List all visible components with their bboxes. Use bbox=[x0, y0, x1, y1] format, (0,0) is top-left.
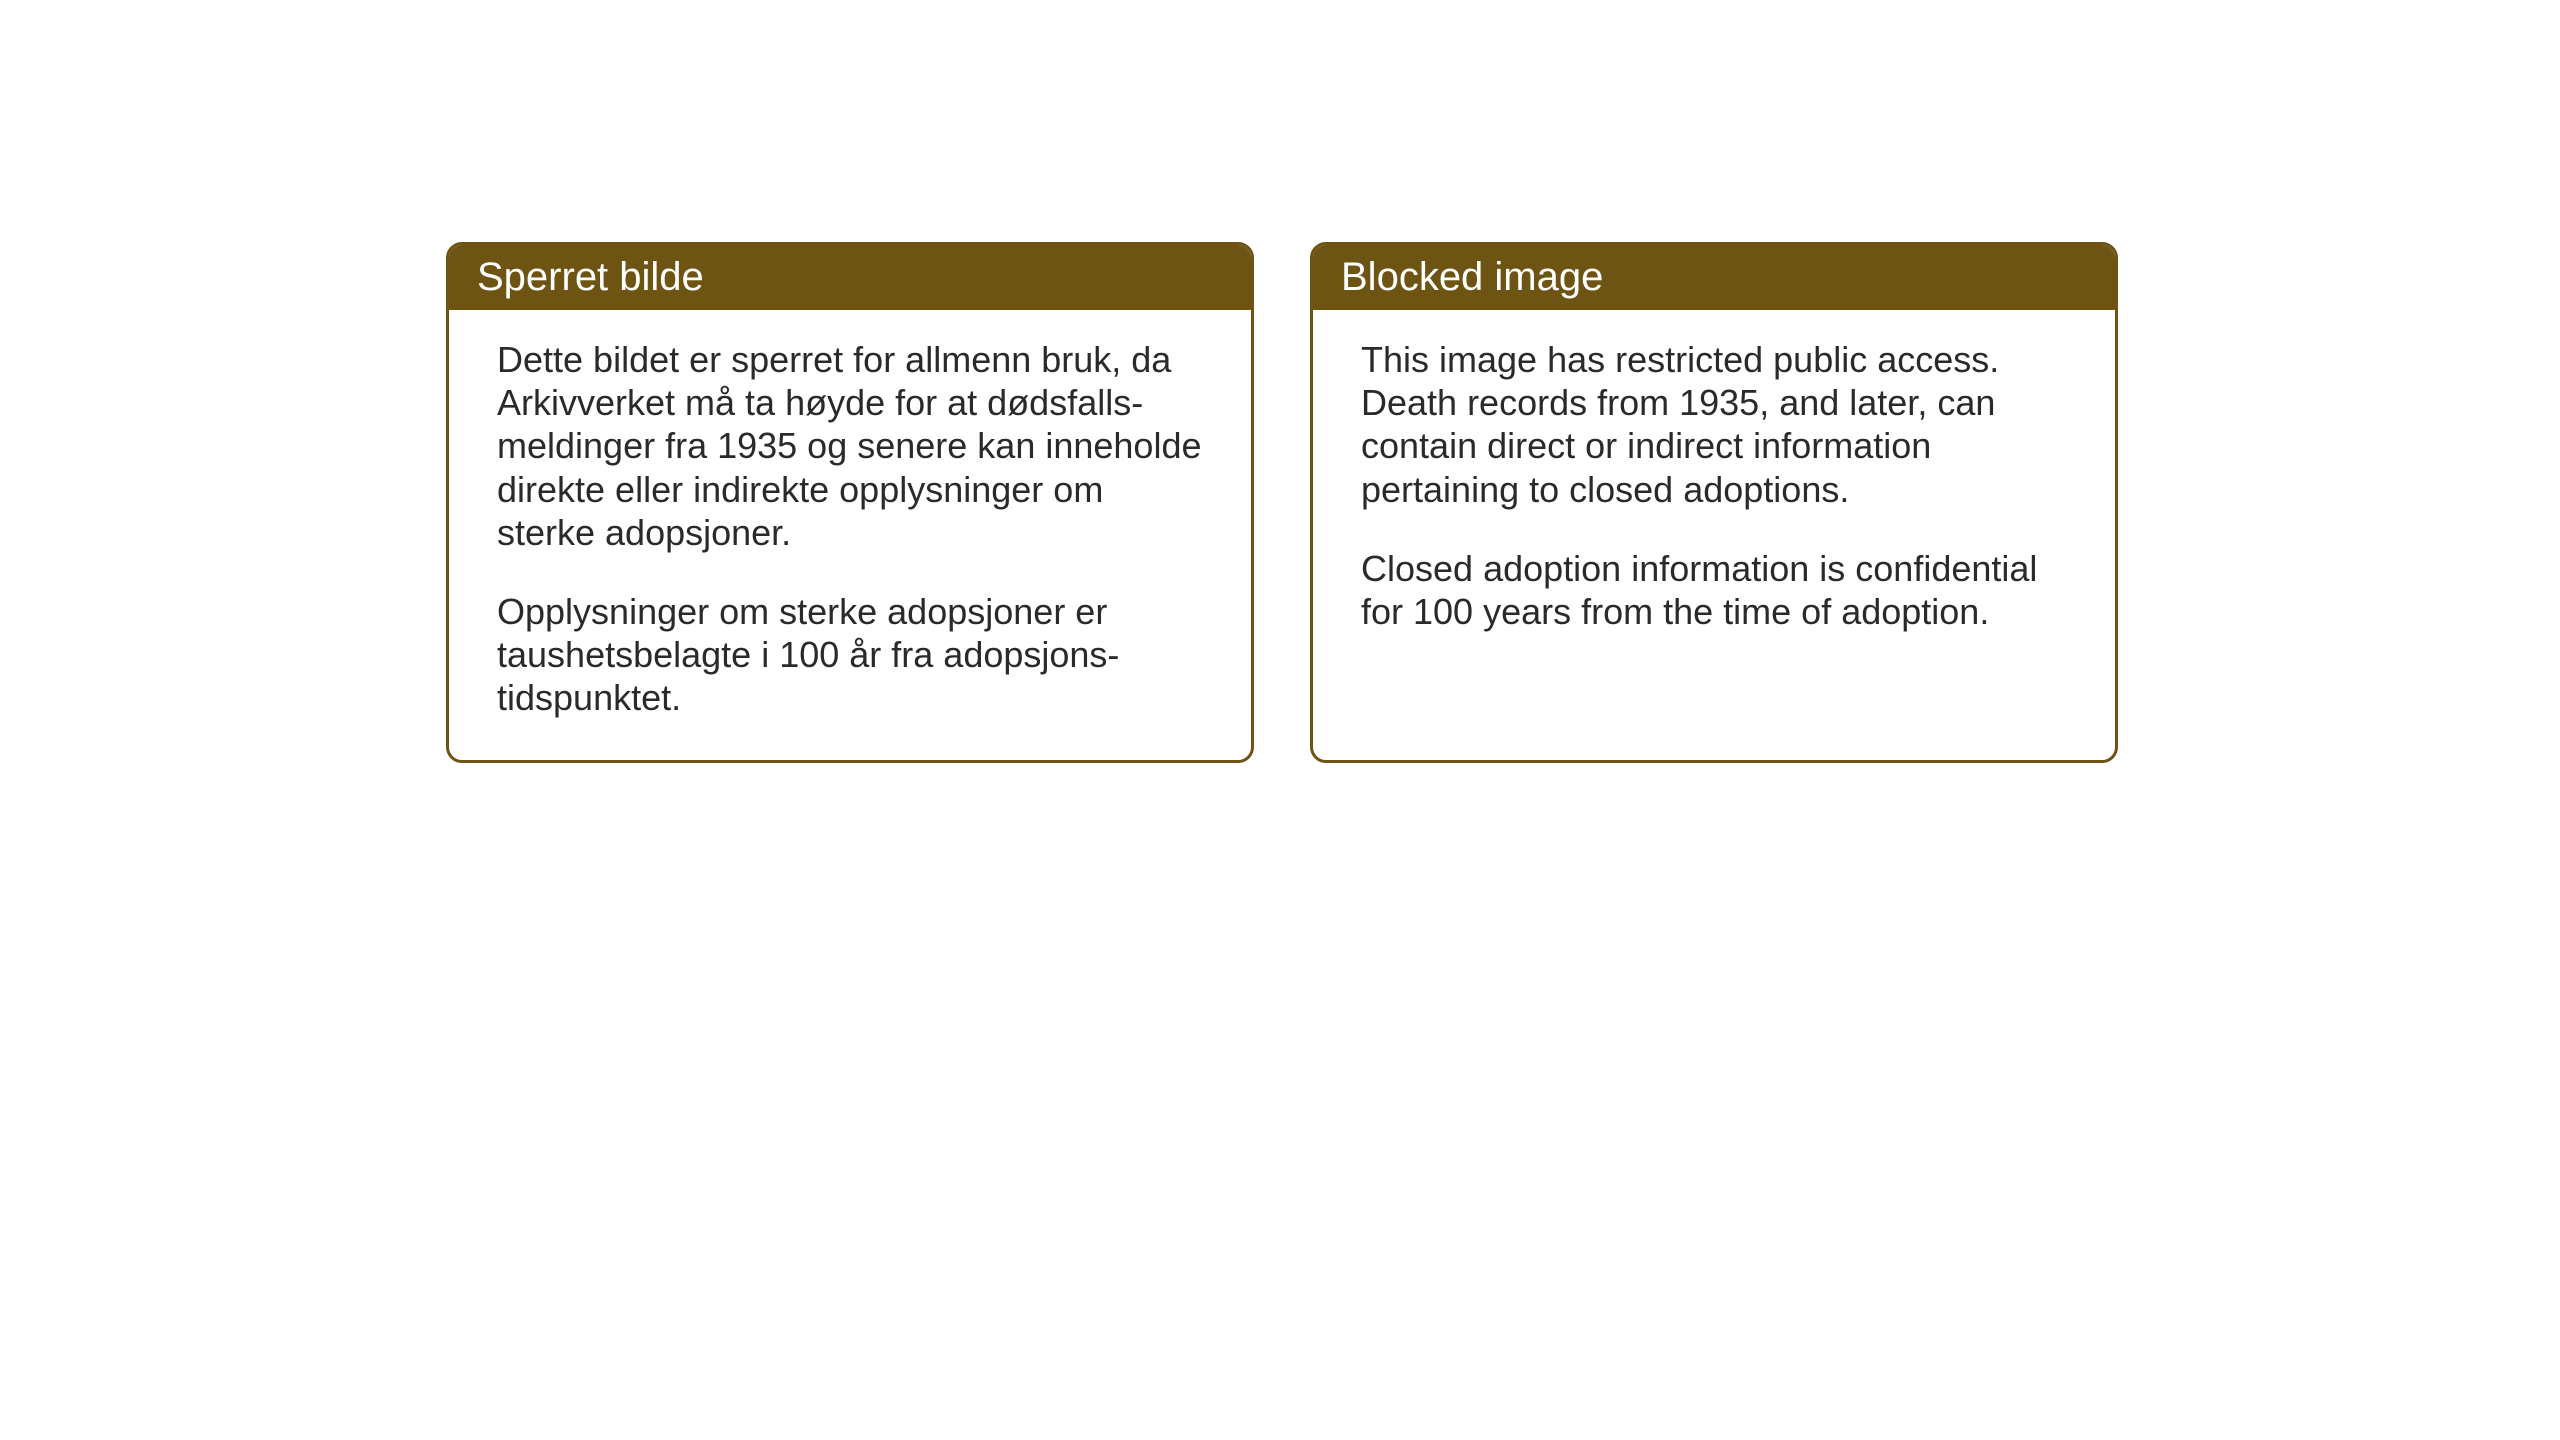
notice-paragraph: Opplysninger om sterke adopsjoner er tau… bbox=[497, 590, 1203, 720]
notice-paragraph: This image has restricted public access.… bbox=[1361, 338, 2067, 511]
notice-container: Sperret bilde Dette bildet er sperret fo… bbox=[446, 242, 2118, 763]
notice-box-norwegian: Sperret bilde Dette bildet er sperret fo… bbox=[446, 242, 1254, 763]
notice-body-english: This image has restricted public access.… bbox=[1313, 310, 2115, 673]
notice-header-norwegian: Sperret bilde bbox=[449, 245, 1251, 310]
notice-box-english: Blocked image This image has restricted … bbox=[1310, 242, 2118, 763]
notice-paragraph: Closed adoption information is confident… bbox=[1361, 547, 2067, 633]
notice-paragraph: Dette bildet er sperret for allmenn bruk… bbox=[497, 338, 1203, 554]
notice-body-norwegian: Dette bildet er sperret for allmenn bruk… bbox=[449, 310, 1251, 760]
notice-header-english: Blocked image bbox=[1313, 245, 2115, 310]
